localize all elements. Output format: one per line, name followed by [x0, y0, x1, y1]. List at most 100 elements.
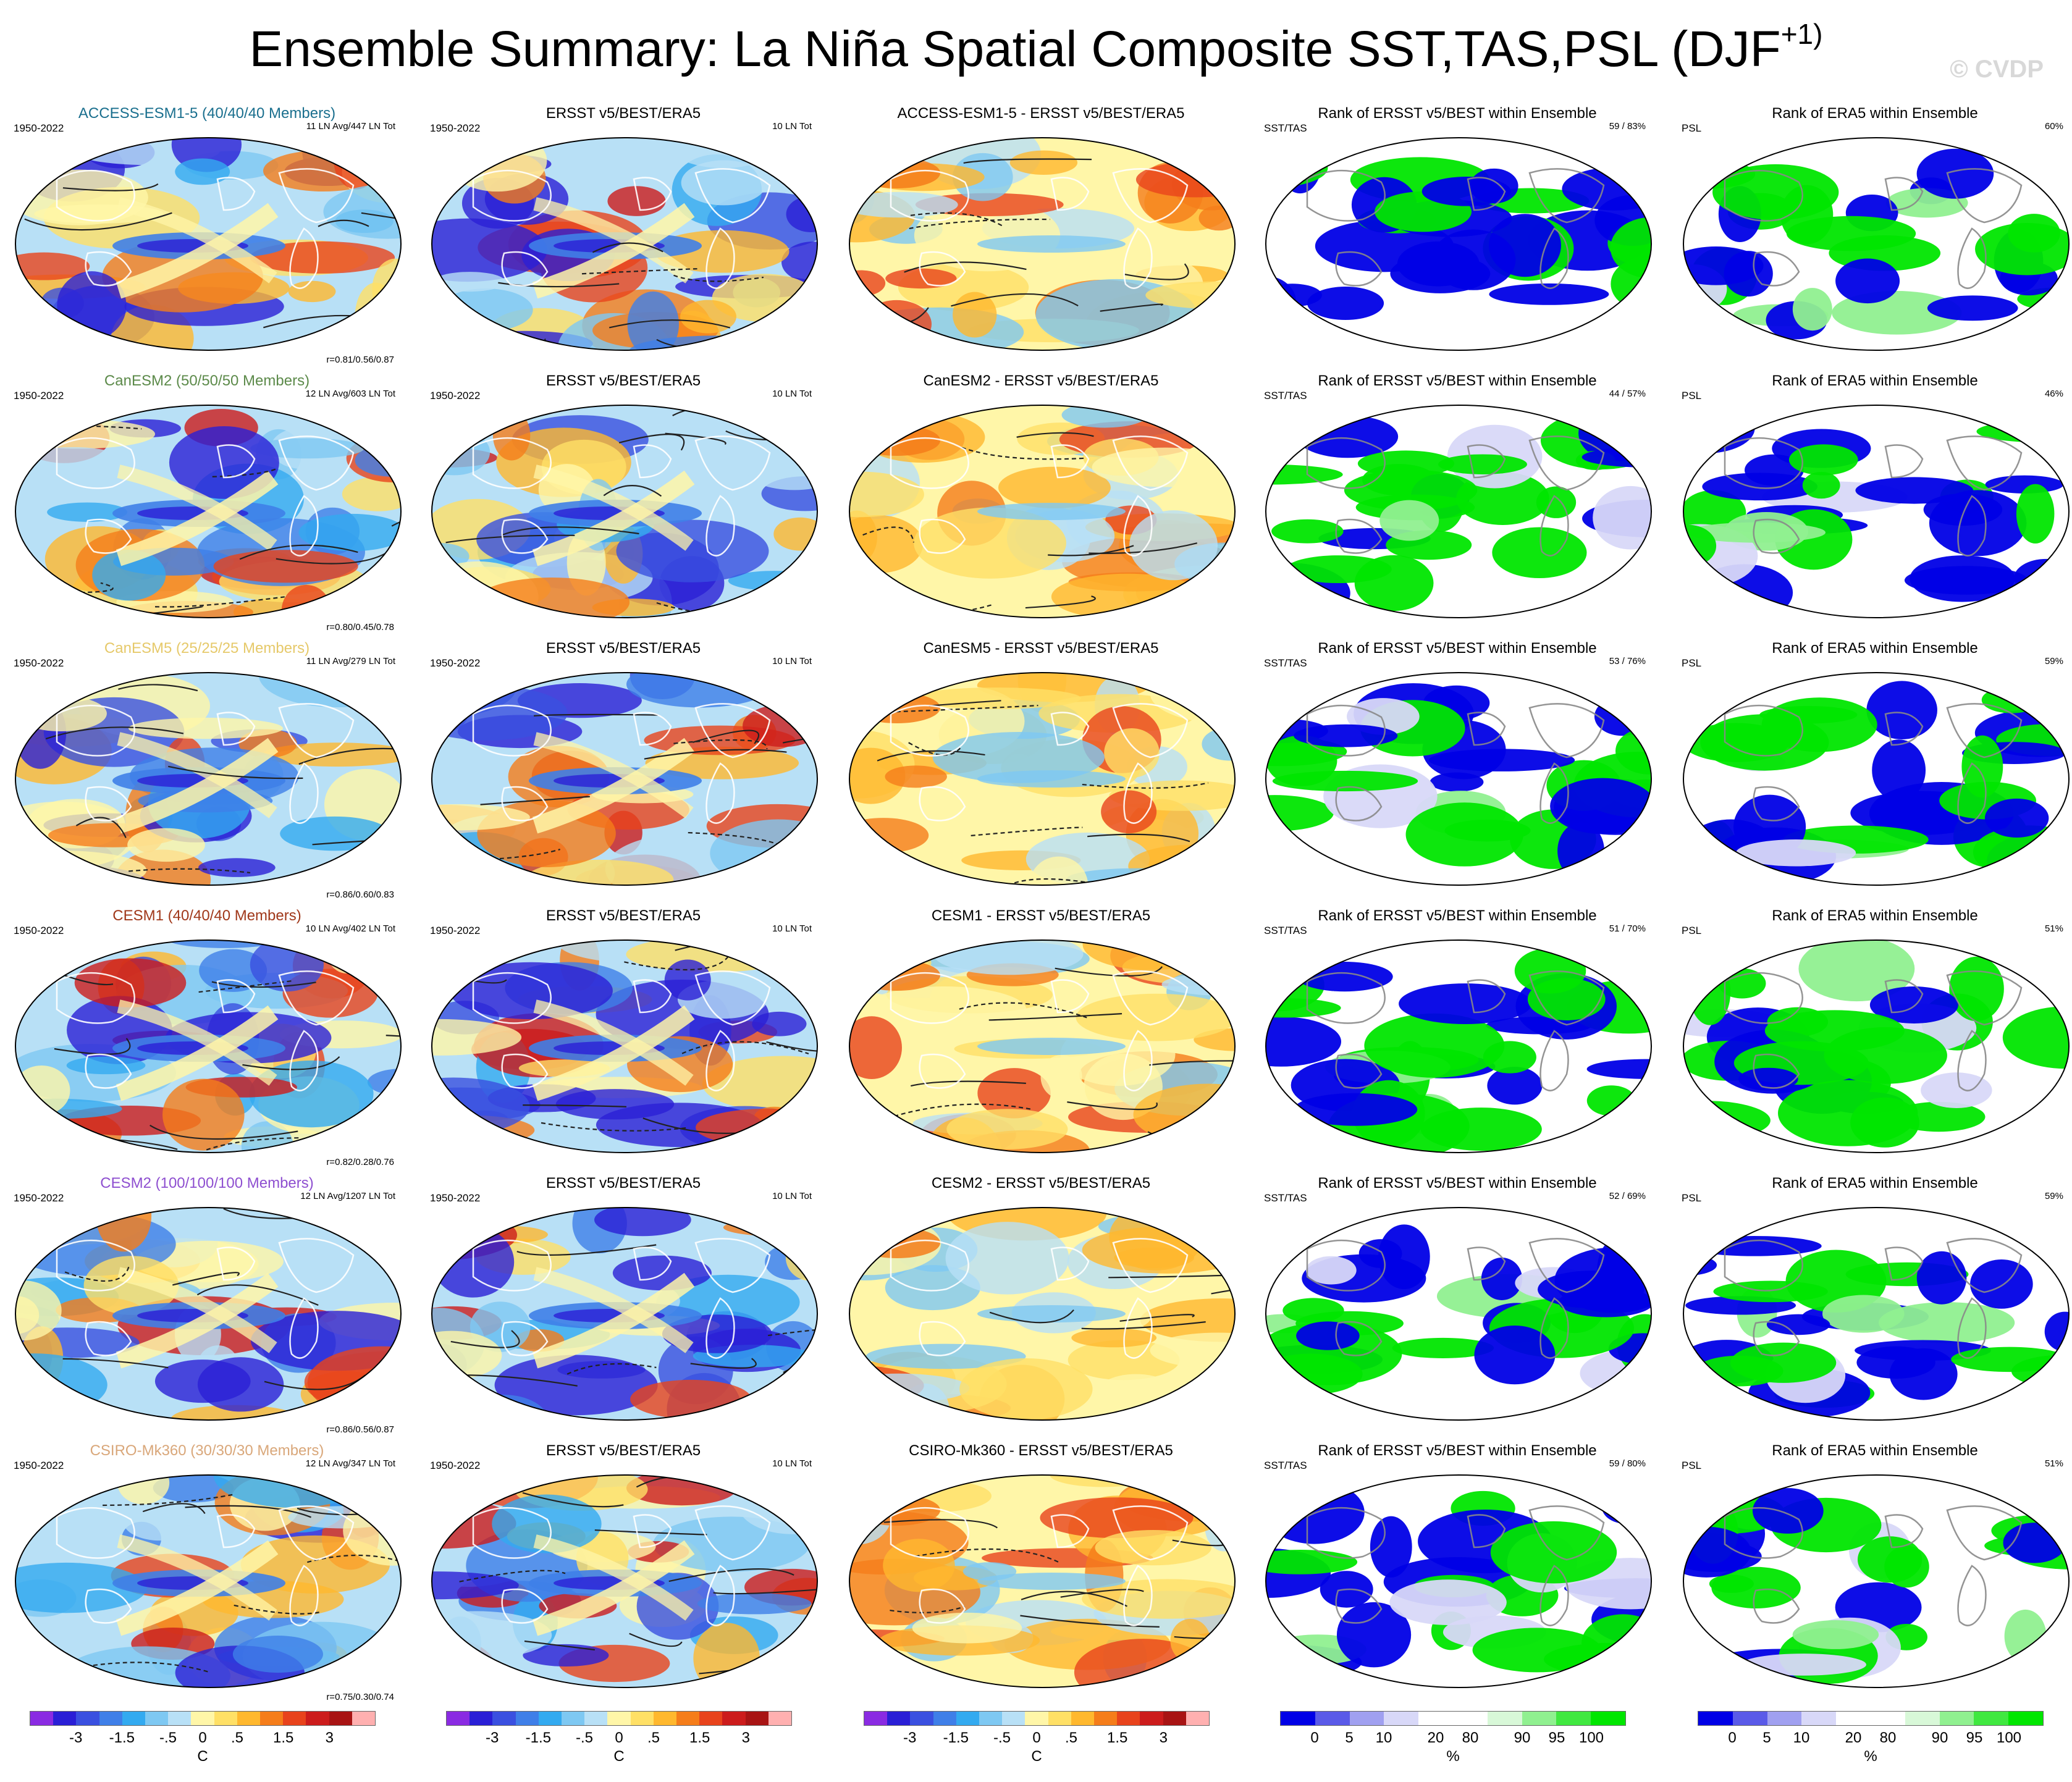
colorbar-swatch: [53, 1712, 77, 1725]
colorbar-tick-label: 90: [1514, 1729, 1531, 1746]
global-map: [1683, 405, 2070, 618]
global-map: [15, 137, 402, 351]
map-field: [1683, 940, 2069, 1153]
rank-variable-label: SST/TAS: [1264, 657, 1307, 669]
colorbar-swatch: [1801, 1712, 1837, 1725]
rank-percent: 52 / 69%: [1609, 1191, 1646, 1201]
map-panel: Rank of ERA5 within Ensemble PSL 51%: [1674, 1442, 2072, 1708]
rank-percent: 59%: [2044, 1191, 2063, 1201]
colorbar-swatch: [1905, 1712, 1940, 1725]
rank-variable-label: PSL: [1682, 390, 1702, 401]
global-map: [431, 137, 818, 351]
map-panel: ACCESS-ESM1-5 (40/40/40 Members) 1950-202…: [6, 105, 408, 371]
global-map: [15, 672, 402, 886]
rank-percent: 51%: [2044, 1458, 2063, 1469]
colorbar-swatch: [1974, 1712, 2009, 1725]
colorbar-tick-label: 1.5: [689, 1729, 710, 1746]
colorbar-swatch: [30, 1712, 54, 1725]
map-panel: CESM2 - ERSST v5/BEST/ERA5: [840, 1175, 1242, 1440]
map-panel: ERSST v5/BEST/ERA5 1950-2022 10 LN Tot: [423, 907, 824, 1173]
la-nina-counts: 10 LN Tot: [772, 121, 812, 132]
obs-title: ERSST v5/BEST/ERA5: [545, 907, 701, 924]
global-map: [1265, 137, 1652, 351]
rank-variable-label: SST/TAS: [1264, 390, 1307, 401]
colorbar-tick-label: 0: [198, 1729, 207, 1746]
pattern-correlation: r=0.86/0.56/0.87: [326, 1424, 394, 1435]
colorbar-tick-label: 80: [1879, 1729, 1897, 1746]
rank-title: Rank of ERSST v5/BEST within Ensemble: [1318, 105, 1597, 122]
colorbar-swatch: [653, 1712, 677, 1725]
colorbar-tick-label: 3: [325, 1729, 334, 1746]
global-map: [15, 1207, 402, 1421]
global-map: [1265, 405, 1652, 618]
colorbar-swatches: [864, 1711, 1210, 1726]
colorbar-swatch: [1281, 1712, 1315, 1725]
colorbar-swatch: [168, 1712, 192, 1725]
rank-variable-label: PSL: [1682, 657, 1702, 669]
global-map: [849, 1207, 1236, 1421]
colorbar-swatch: [515, 1712, 539, 1725]
colorbar-swatch: [1522, 1712, 1557, 1725]
rank-variable-label: PSL: [1682, 1460, 1702, 1471]
colorbar-swatch: [1767, 1712, 1802, 1725]
colorbar-swatch: [607, 1712, 631, 1725]
colorbar-tick-label: 1.5: [272, 1729, 294, 1746]
period-label: 1950-2022: [430, 925, 481, 936]
rank-title: Rank of ERSST v5/BEST within Ensemble: [1318, 1175, 1597, 1192]
colorbar-tick-label: -1.5: [943, 1729, 969, 1746]
pattern-correlation: r=0.80/0.45/0.78: [326, 622, 394, 633]
la-nina-counts: 11 LN Avg/279 LN Tot: [306, 656, 395, 666]
difference-title: CSIRO-Mk360 - ERSST v5/BEST/ERA5: [909, 1442, 1173, 1459]
colorbar-tick-label: 10: [1375, 1729, 1392, 1746]
rank-percent: 53 / 76%: [1609, 656, 1646, 666]
colorbar-swatch: [470, 1712, 493, 1725]
colorbar-swatch: [1025, 1712, 1048, 1725]
colorbar-swatch: [1939, 1712, 1974, 1725]
colorbar-swatch: [722, 1712, 746, 1725]
rank-title: Rank of ERA5 within Ensemble: [1772, 1442, 1978, 1459]
global-map: [1683, 137, 2070, 351]
map-panel: ERSST v5/BEST/ERA5 1950-2022 10 LN Tot: [423, 1442, 824, 1708]
colorbar-swatch: [933, 1712, 956, 1725]
colorbar-swatch: [145, 1712, 169, 1725]
rank-variable-label: PSL: [1682, 122, 1702, 134]
obs-title: ERSST v5/BEST/ERA5: [545, 640, 701, 657]
colorbar-swatch: [492, 1712, 516, 1725]
figure-title-superscript: +1): [1780, 18, 1823, 50]
la-nina-counts: 10 LN Tot: [772, 1191, 812, 1201]
global-map: [849, 1474, 1236, 1688]
colorbar-tick-label: 0: [1728, 1729, 1737, 1746]
colorbar-swatch: [1349, 1712, 1384, 1725]
colorbar-swatch: [699, 1712, 723, 1725]
pattern-correlation: r=0.86/0.60/0.83: [326, 889, 394, 900]
rank-title: Rank of ERSST v5/BEST within Ensemble: [1318, 372, 1597, 389]
rank-percent: 44 / 57%: [1609, 389, 1646, 399]
difference-title: CanESM2 - ERSST v5/BEST/ERA5: [923, 372, 1159, 389]
colorbar-swatch: [1698, 1712, 1733, 1725]
rank-percent: 59 / 83%: [1609, 121, 1646, 132]
rank-variable-label: SST/TAS: [1264, 925, 1307, 936]
colorbar-swatch: [122, 1712, 146, 1725]
colorbar-swatch: [2008, 1712, 2043, 1725]
model-title: CSIRO-Mk360 (30/30/30 Members): [90, 1442, 324, 1459]
rank-variable-label: SST/TAS: [1264, 122, 1307, 134]
difference-title: CanESM5 - ERSST v5/BEST/ERA5: [923, 640, 1159, 657]
colorbar-swatch: [1071, 1712, 1095, 1725]
colorbar-swatch: [283, 1712, 306, 1725]
rank-colorbar-psl: 0 5 10 20 80 90 95 100%: [1698, 1711, 2044, 1773]
rank-title: Rank of ERA5 within Ensemble: [1772, 907, 1978, 924]
global-map: [849, 405, 1236, 618]
map-panel: CanESM5 (25/25/25 Members) 1950-2022 11 LN…: [6, 640, 408, 906]
colorbar-swatch: [352, 1712, 376, 1725]
map-panel: CSIRO-Mk360 (30/30/30 Members) 1950-2022 1…: [6, 1442, 408, 1708]
colorbar-tick-label: 3: [1159, 1729, 1168, 1746]
rank-percent: 46%: [2044, 389, 2063, 399]
la-nina-counts: 12 LN Avg/603 LN Tot: [305, 389, 395, 399]
colorbar-swatch: [1418, 1712, 1453, 1725]
period-label: 1950-2022: [430, 122, 481, 134]
rank-percent: 51 / 70%: [1609, 923, 1646, 934]
colorbar-swatch: [1315, 1712, 1350, 1725]
map-panel: Rank of ERA5 within Ensemble PSL 60%: [1674, 105, 2072, 371]
colorbar-swatches: [1698, 1711, 2044, 1726]
